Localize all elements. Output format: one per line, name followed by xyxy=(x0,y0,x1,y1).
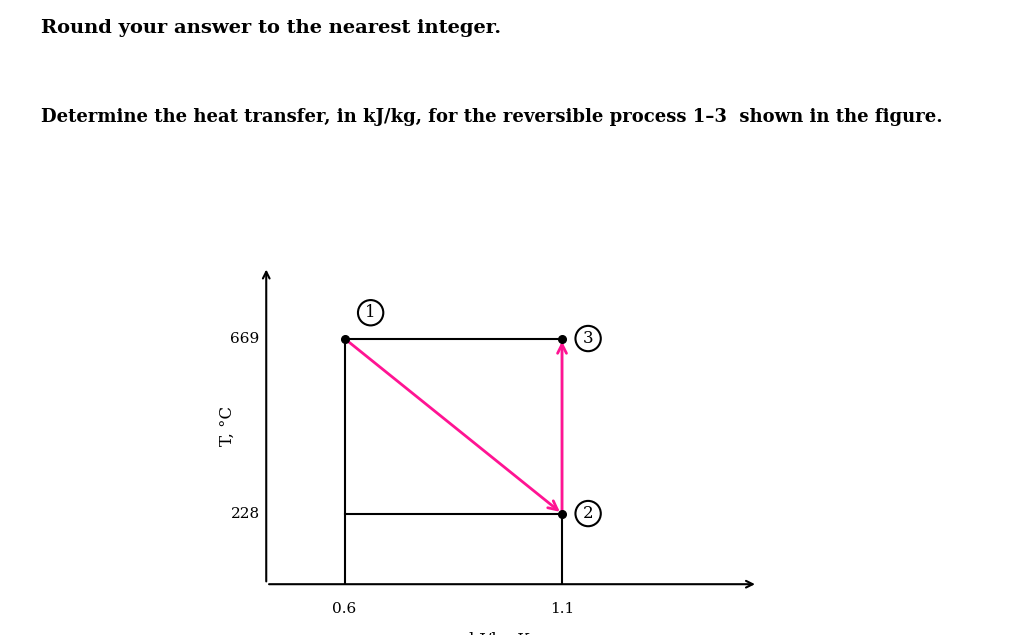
Text: 1.1: 1.1 xyxy=(550,602,574,616)
Text: s, kJ/kg·K: s, kJ/kg·K xyxy=(451,632,530,635)
Text: Determine the heat transfer, in kJ/kg, for the reversible process 1–3  shown in : Determine the heat transfer, in kJ/kg, f… xyxy=(41,108,942,126)
Text: 1: 1 xyxy=(366,304,376,321)
Text: T, °C: T, °C xyxy=(218,405,236,446)
Text: 228: 228 xyxy=(230,507,260,521)
Text: 0.6: 0.6 xyxy=(333,602,356,616)
Text: Round your answer to the nearest integer.: Round your answer to the nearest integer… xyxy=(41,19,501,37)
Text: 3: 3 xyxy=(583,330,594,347)
Text: 2: 2 xyxy=(583,505,594,522)
Text: 669: 669 xyxy=(230,331,260,345)
